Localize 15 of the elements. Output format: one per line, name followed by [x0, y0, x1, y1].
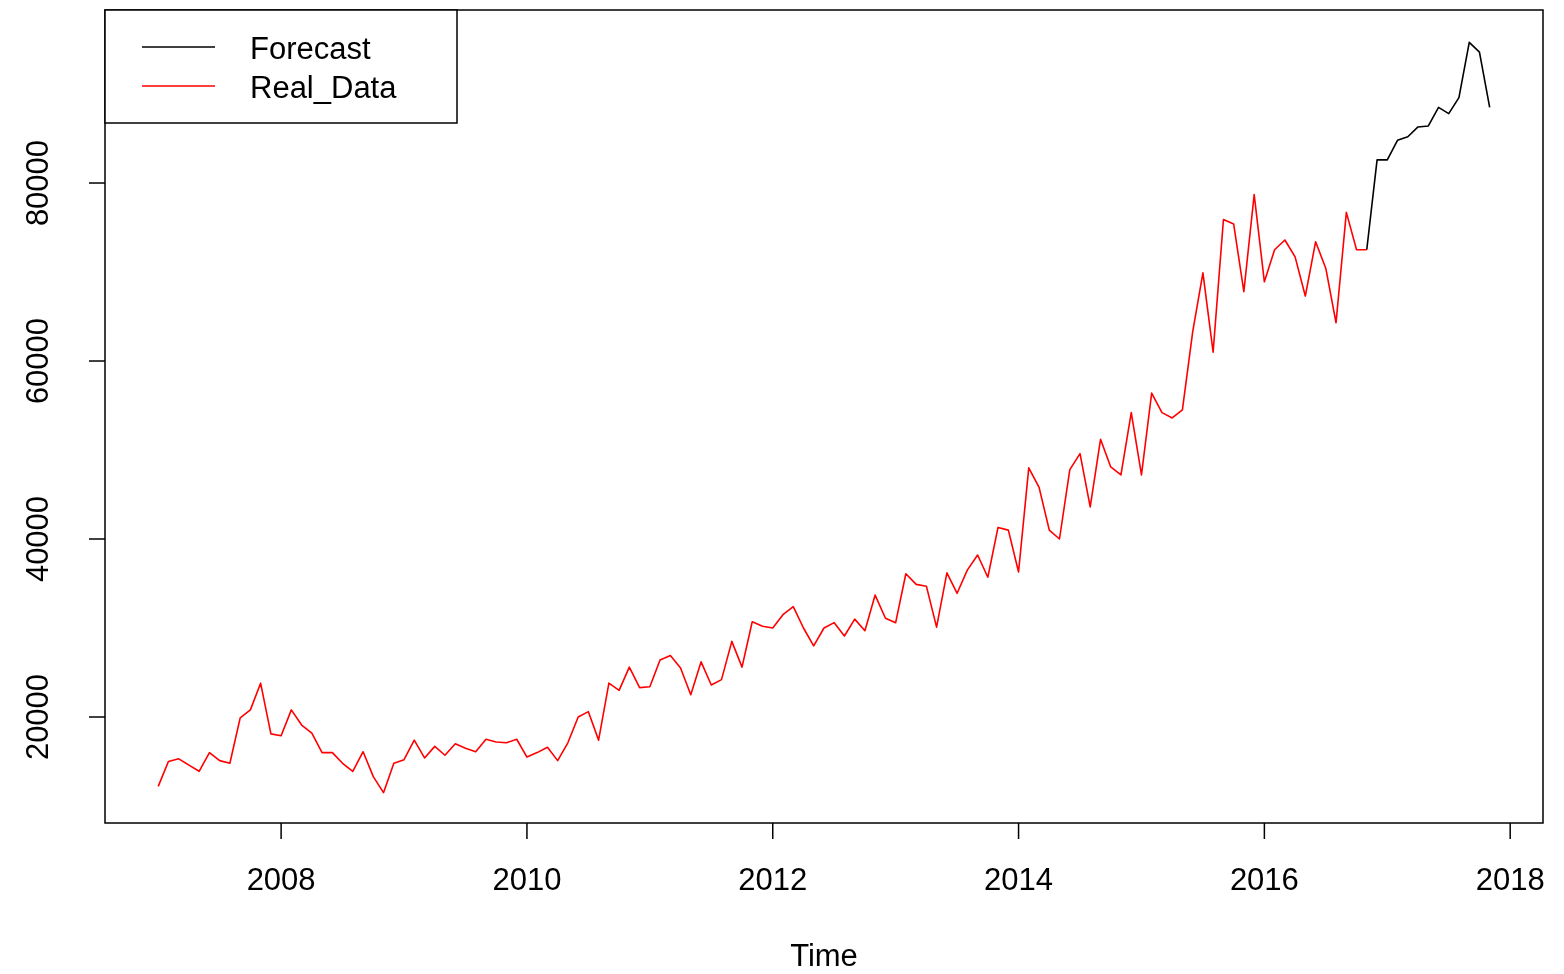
legend-label: Forecast [250, 31, 371, 66]
line-series [1365, 41, 1491, 251]
y-tick-label: 20000 [20, 673, 55, 761]
x-axis-title: Time [790, 938, 858, 973]
y-tick-label: 60000 [20, 317, 55, 405]
x-tick-label: 2018 [1475, 862, 1545, 897]
line-series [157, 193, 1368, 794]
x-tick-label: 2012 [738, 862, 808, 897]
legend-label: Real_Data [250, 70, 398, 105]
x-tick-label: 2010 [492, 862, 562, 897]
y-tick-label: 80000 [20, 139, 55, 227]
y-tick-label: 40000 [20, 495, 55, 583]
x-tick-label: 2014 [984, 862, 1054, 897]
x-tick-label: 2016 [1229, 862, 1299, 897]
x-tick-label: 2008 [246, 862, 316, 897]
